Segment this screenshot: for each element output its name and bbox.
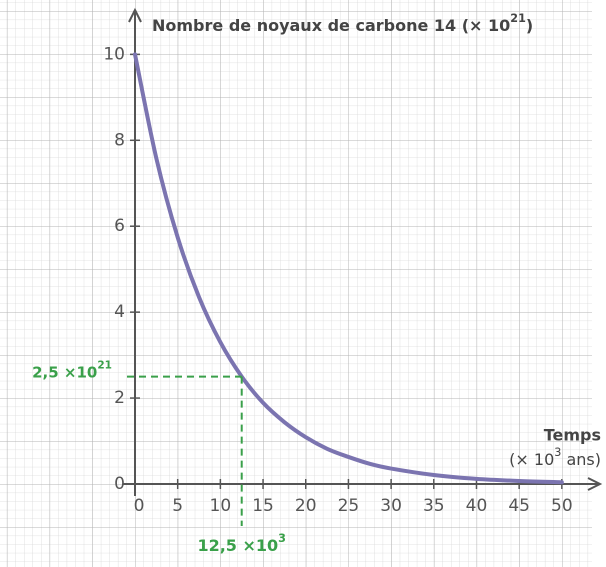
x-tick-label: 15 — [252, 496, 274, 516]
x-axis-unit-end: ans) — [561, 450, 601, 469]
y-axis-label-text: Nombre de noyaux de carbone 14 (× 10 — [152, 16, 510, 35]
graph-paper-major — [0, 0, 592, 567]
decay-curve — [133, 52, 564, 485]
y-axis-label-sup: 21 — [510, 12, 526, 25]
x-axis-unit-sup: 3 — [554, 446, 561, 459]
y-tick-label: 6 — [114, 216, 125, 236]
y-tick-label: 2 — [114, 388, 125, 408]
annotation-y-label-text: 2,5 ×10 — [32, 363, 97, 381]
y-axis-label: Nombre de noyaux de carbone 14 (× 1021) — [152, 12, 533, 35]
x-tick-label: 35 — [423, 496, 445, 516]
y-axis-label-end: ) — [526, 16, 533, 35]
x-axis-unit-text: (× 10 — [509, 450, 554, 469]
x-tick-label: 20 — [295, 496, 317, 516]
y-tick-label: 10 — [103, 44, 125, 64]
y-axis-arrow — [128, 7, 142, 23]
x-tick-label: 10 — [210, 496, 232, 516]
x-tick-label: 50 — [551, 496, 573, 516]
x-axis-label: Temps — [544, 426, 601, 445]
x-tick-label: 30 — [380, 496, 402, 516]
annotation-x-label: 12,5 ×103 — [197, 532, 286, 555]
annotation-y-label-sup: 21 — [97, 360, 112, 372]
x-tick-label: 45 — [508, 496, 530, 516]
x-tick-label: 40 — [466, 496, 488, 516]
y-tick-label: 8 — [114, 130, 125, 150]
y-tick-label: 4 — [114, 302, 125, 322]
annotation-y-label: 2,5 ×1021 — [32, 360, 112, 382]
x-axis-unit: (× 103 ans) — [509, 446, 601, 469]
x-tick-label: 5 — [172, 496, 183, 516]
y-tick-label: 0 — [114, 474, 125, 494]
annotation-x-label-text: 12,5 ×10 — [197, 536, 278, 555]
x-tick-label: 25 — [338, 496, 360, 516]
annotation-x-label-sup: 3 — [278, 532, 286, 545]
x-tick-label: 0 — [134, 496, 145, 516]
x-axis-arrow — [587, 477, 603, 491]
